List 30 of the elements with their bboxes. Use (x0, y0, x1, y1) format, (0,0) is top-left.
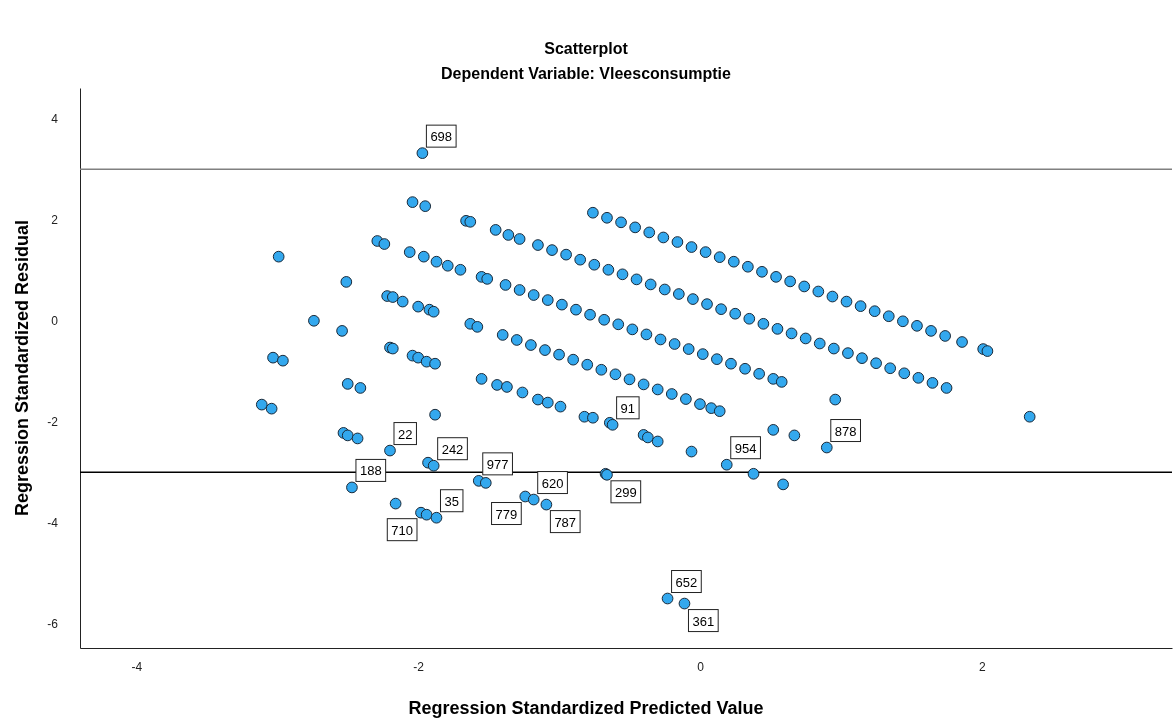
annotation: 361 (692, 613, 715, 629)
chart-subtitle: Dependent Variable: Vleesconsumptie (441, 65, 732, 82)
annotation: 620 (541, 475, 564, 491)
annotation: 91 (620, 400, 636, 416)
x-tick-label: 0 (697, 659, 705, 674)
annotation: 698 (430, 129, 453, 145)
annotation: 188 (359, 463, 382, 479)
x-tick-label: -2 (413, 659, 425, 674)
annotation: 652 (675, 574, 698, 590)
y-tick-label: -4 (47, 516, 59, 531)
annotation: 710 (391, 522, 413, 538)
annotation: 977 (486, 456, 509, 472)
annotation: 878 (834, 423, 857, 439)
annotation: 787 (554, 514, 577, 530)
x-tick-label: -4 (131, 659, 143, 674)
y-tick-label: 2 (51, 213, 59, 228)
annotation: 779 (495, 506, 518, 522)
y-tick-label: -2 (47, 415, 59, 430)
x-tick-label: 2 (978, 659, 986, 674)
chart-title: Scatterplot (544, 40, 629, 57)
annotation: 22 (397, 426, 413, 442)
y-tick-label: 0 (51, 314, 59, 329)
annotation: 242 (441, 441, 464, 457)
annotation: 35 (444, 493, 459, 509)
y-tick-label: -6 (47, 617, 59, 632)
annotation: 954 (734, 440, 757, 456)
y-tick-label: 4 (51, 112, 59, 127)
annotation: 299 (614, 484, 637, 500)
x-axis-title: Regression Standardized Predicted Value (408, 698, 764, 718)
y-axis-title: Regression Standardized Residual (12, 219, 32, 517)
